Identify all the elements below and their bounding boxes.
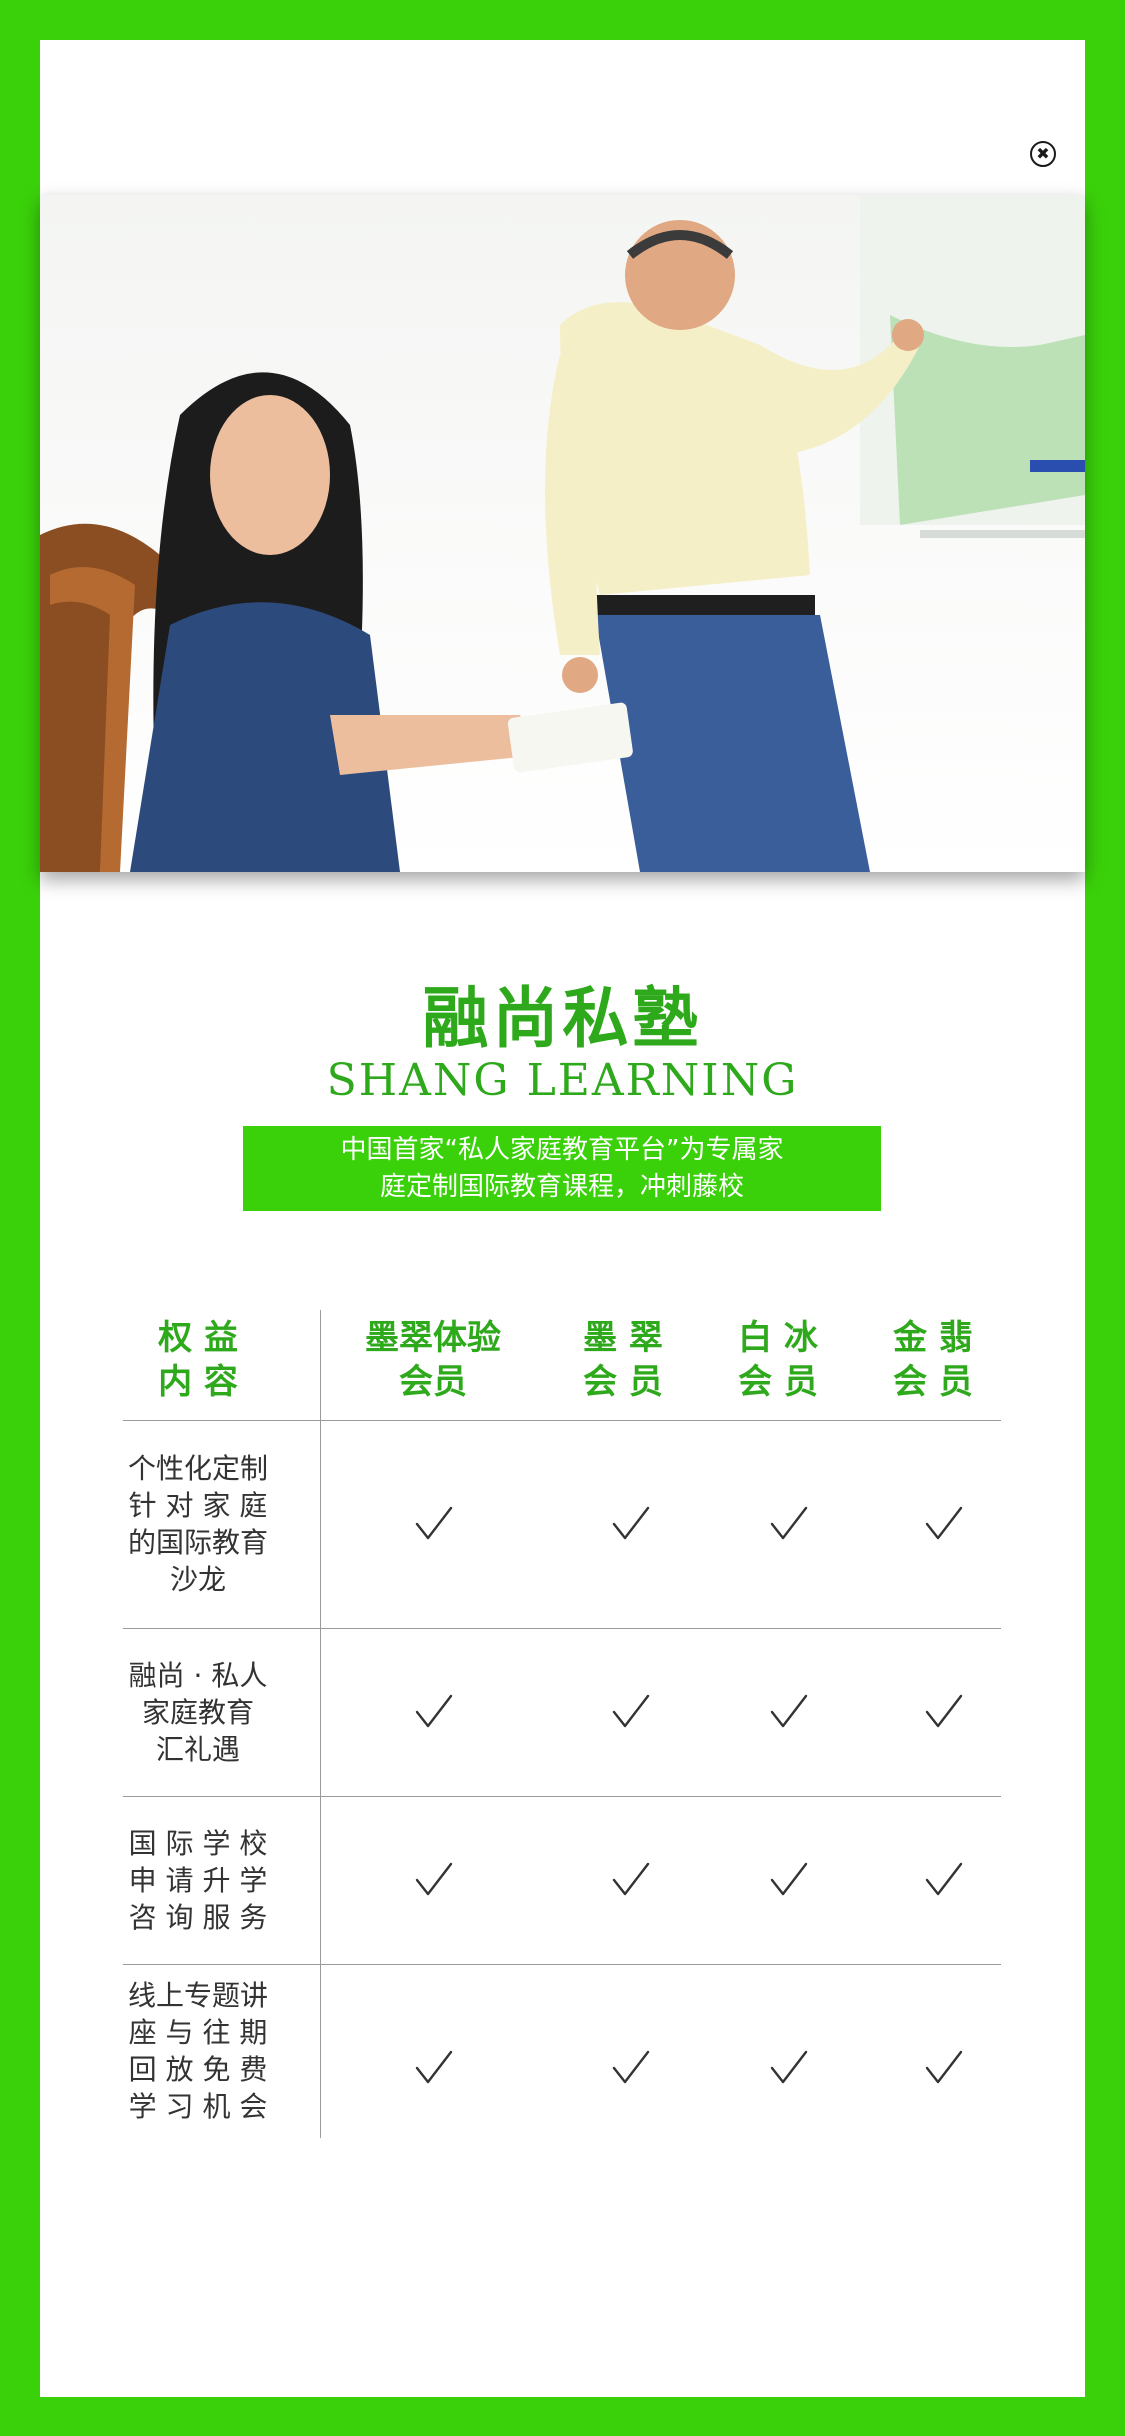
tagline-banner: 中国首家“私人家庭教育平台”为专属家 庭定制国际教育课程，冲刺藤校 xyxy=(243,1126,881,1211)
row-divider xyxy=(123,1420,1001,1421)
row-label-line: 国 际 学 校 xyxy=(128,1826,268,1860)
row-label-gift: 融尚 · 私人 家庭教育 汇礼遇 xyxy=(123,1628,273,1796)
brand-name-cn: 融尚私塾 xyxy=(422,980,703,1057)
check-icon xyxy=(921,1502,965,1546)
header-line-1: 金 翡 xyxy=(893,1318,973,1358)
check-icon xyxy=(411,1502,455,1546)
row-label-line: 融尚 · 私人 xyxy=(128,1658,268,1692)
row-label-line: 座 与 往 期 xyxy=(128,2016,268,2049)
row-divider xyxy=(123,1964,1001,1965)
row-label-line: 沙龙 xyxy=(169,1563,226,1596)
header-ice-member: 白 冰 会 员 xyxy=(713,1310,843,1410)
row-divider xyxy=(123,1628,1001,1629)
check-icon xyxy=(608,1690,652,1734)
check-icon xyxy=(766,1690,810,1734)
check-icon xyxy=(766,1858,810,1902)
header-line-2: 会 员 xyxy=(583,1362,663,1402)
row-label-line: 线上专题讲 xyxy=(127,1979,268,2012)
check-icon xyxy=(411,1858,455,1902)
row-label-line: 的国际教育 xyxy=(127,1526,268,1559)
check-icon xyxy=(608,1502,652,1546)
header-gold-member: 金 翡 会 员 xyxy=(868,1310,998,1410)
row-label-line: 个性化定制 xyxy=(127,1452,268,1485)
header-jade-member: 墨 翠 会 员 xyxy=(548,1310,698,1410)
row-label-line: 申 请 升 学 xyxy=(128,1863,268,1897)
row-label-salon: 个性化定制 针 对 家 庭 的国际教育 沙龙 xyxy=(123,1420,273,1628)
header-line-2: 内 容 xyxy=(158,1362,238,1402)
header-line-2: 会员 xyxy=(399,1362,467,1402)
check-icon xyxy=(921,1690,965,1734)
close-icon[interactable]: ✖ xyxy=(1030,141,1056,167)
row-label-lectures: 线上专题讲 座 与 往 期 回 放 免 费 学 习 机 会 xyxy=(123,1964,273,2138)
tagline-line-1: 中国首家“私人家庭教育平台”为专属家 xyxy=(340,1134,784,1165)
check-icon xyxy=(608,1858,652,1902)
column-divider xyxy=(320,1310,321,2138)
header-line-2: 会 员 xyxy=(893,1362,973,1402)
row-label-admission: 国 际 学 校 申 请 升 学 咨 询 服 务 xyxy=(123,1796,273,1964)
header-line-1: 墨 翠 xyxy=(583,1318,663,1358)
check-icon xyxy=(766,2046,810,2090)
row-label-line: 回 放 免 费 xyxy=(128,2053,268,2086)
row-divider xyxy=(123,1796,1001,1797)
header-benefits: 权 益 内 容 xyxy=(123,1310,273,1410)
check-icon xyxy=(411,2046,455,2090)
row-label-line: 汇礼遇 xyxy=(155,1732,240,1766)
header-line-1: 白 冰 xyxy=(738,1318,818,1358)
row-label-line: 咨 询 服 务 xyxy=(128,1900,268,1934)
header-trial-member: 墨翠体验 会员 xyxy=(343,1310,523,1410)
row-label-line: 针 对 家 庭 xyxy=(128,1489,268,1522)
check-icon xyxy=(921,1858,965,1902)
hero-photo xyxy=(40,195,1085,872)
check-icon xyxy=(921,2046,965,2090)
check-icon xyxy=(766,1502,810,1546)
brand-name-en: SHANG LEARNING xyxy=(326,1055,799,1106)
check-icon xyxy=(608,2046,652,2090)
header-line-2: 会 员 xyxy=(738,1362,818,1402)
tagline-line-2: 庭定制国际教育课程，冲刺藤校 xyxy=(379,1171,744,1202)
row-label-line: 家庭教育 xyxy=(141,1695,254,1729)
row-label-line: 学 习 机 会 xyxy=(128,2090,268,2123)
header-line-1: 墨翠体验 xyxy=(365,1318,501,1358)
check-icon xyxy=(411,1690,455,1734)
header-line-1: 权 益 xyxy=(158,1318,238,1358)
